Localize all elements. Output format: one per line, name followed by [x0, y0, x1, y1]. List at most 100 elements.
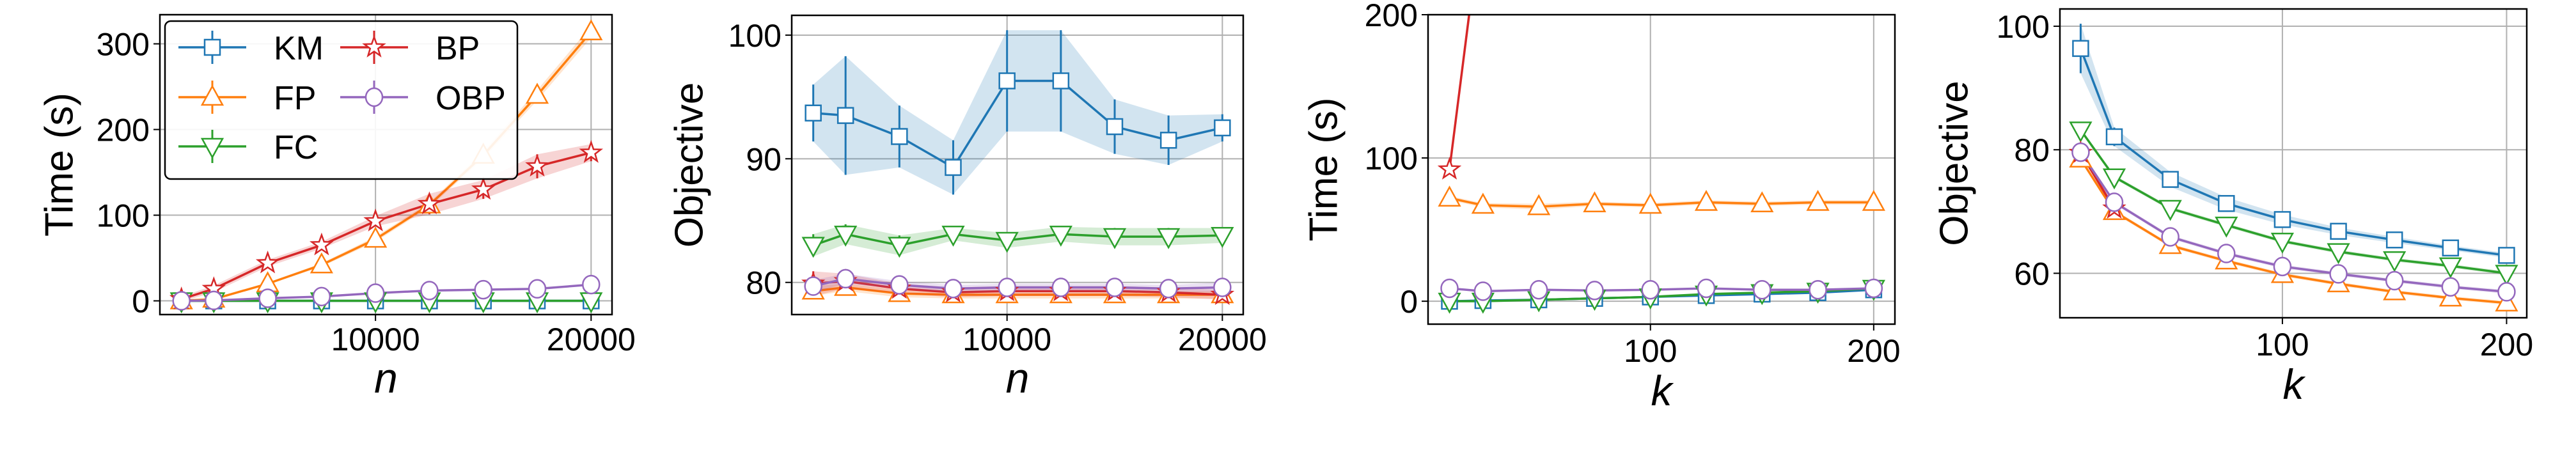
point-obp	[1753, 279, 1771, 300]
point-km	[2442, 239, 2460, 257]
point-km	[1159, 132, 1177, 149]
point-obp	[890, 275, 909, 295]
point-km	[891, 128, 908, 145]
point-obp	[366, 283, 385, 303]
y-tick-label: 80	[2014, 132, 2050, 168]
y-tick-label: 60	[2014, 256, 2050, 292]
point-obp	[2217, 244, 2236, 263]
legend: KM FP FC BP OBP	[164, 20, 519, 180]
x-axis-label: k	[2283, 361, 2306, 408]
point-obp	[836, 269, 855, 289]
point-bp	[310, 232, 334, 256]
point-km	[836, 107, 854, 124]
x-tick-label: 20000	[547, 322, 636, 357]
point-fc	[2383, 251, 2407, 272]
subplot-3: 100 200 0 100 200 k Time (s)	[1302, 0, 1901, 414]
point-obp	[2441, 277, 2460, 297]
point-fc	[2495, 265, 2518, 286]
point-obp	[1697, 278, 1716, 299]
legend-entry-obp: OBP	[340, 80, 506, 117]
point-obp	[1585, 281, 1604, 300]
point-fc	[801, 237, 825, 258]
point-obp	[2071, 142, 2090, 162]
point-obp	[1051, 277, 1071, 297]
legend-marker-obp-icon	[365, 87, 384, 107]
series-layer	[169, 19, 604, 314]
band-bp	[181, 144, 592, 302]
legend-label: FP	[274, 80, 316, 117]
series-layer	[2068, 24, 2518, 312]
point-fp	[1527, 194, 1551, 215]
axes-frame	[790, 14, 1245, 316]
point-obp	[944, 279, 962, 299]
x-tick-label: 200	[2480, 327, 2533, 363]
x-tick-label: 100	[1624, 333, 1677, 369]
point-obp	[1159, 279, 1178, 299]
point-km	[1052, 72, 1070, 90]
point-obp	[528, 279, 547, 299]
subplot-1: 10000 20000 0 100 200 300 n Time (s)	[38, 13, 636, 402]
point-obp	[1213, 277, 1232, 297]
x-tick-label: 100	[2256, 327, 2309, 363]
point-km	[2218, 195, 2235, 212]
point-fp	[1583, 191, 1606, 213]
line-fp	[2079, 158, 2507, 304]
point-obp	[420, 281, 439, 300]
y-tick-label: 100	[97, 198, 150, 234]
legend-marker-bp-icon	[362, 35, 386, 58]
point-obp	[1105, 277, 1124, 297]
point-obp	[2273, 256, 2292, 277]
legend-marker-fc-icon	[200, 137, 224, 159]
point-obp	[172, 291, 191, 311]
point-obp	[258, 288, 277, 308]
point-bp	[255, 250, 280, 274]
legend-entry-fc: FC	[178, 129, 318, 166]
point-obp	[474, 279, 492, 300]
point-fp	[364, 226, 388, 248]
point-bp	[1437, 157, 1462, 180]
y-tick-label: 300	[97, 27, 150, 63]
point-km	[2162, 171, 2179, 188]
legend-entry-km: KM	[178, 30, 324, 67]
point-km	[2072, 40, 2089, 58]
point-obp	[1440, 278, 1459, 299]
line-bp	[1448, 15, 1471, 170]
point-km	[805, 104, 822, 122]
point-fp	[1862, 189, 1885, 211]
x-axis-label: n	[374, 354, 398, 402]
y-tick-label: 100	[1997, 9, 2050, 45]
y-tick-label: 100	[1365, 141, 1418, 176]
y-axis-label: Objective	[668, 82, 712, 247]
point-obp	[1473, 281, 1493, 301]
point-fp	[1806, 189, 1830, 211]
y-tick-label: 200	[1365, 0, 1418, 33]
x-tick-label: 20000	[1178, 322, 1267, 357]
point-fc	[2327, 243, 2350, 265]
point-fc	[995, 231, 1019, 253]
point-fc	[1157, 228, 1181, 249]
point-obp	[2497, 282, 2516, 302]
point-fp	[310, 252, 333, 274]
x-axis-label: k	[1651, 367, 1674, 414]
legend-entry-bp: BP	[340, 30, 480, 67]
point-km	[2330, 222, 2347, 240]
point-obp	[312, 286, 331, 307]
series-layer	[801, 30, 1235, 306]
y-axis-label: Objective	[1933, 81, 1977, 246]
point-fc	[2215, 216, 2238, 238]
point-obp	[1529, 279, 1548, 300]
point-fc	[2439, 257, 2462, 279]
point-fc	[834, 226, 858, 247]
point-bp	[579, 139, 604, 163]
subplot-2: 10000 20000 80 90 100 n Objective	[668, 14, 1267, 402]
y-tick-label: 0	[132, 284, 150, 320]
point-bp	[417, 191, 442, 215]
point-km	[998, 72, 1016, 90]
point-fc	[2102, 168, 2126, 190]
point-fc	[1103, 228, 1127, 249]
point-obp	[582, 274, 601, 295]
point-obp	[2105, 192, 2124, 212]
legend-label: OBP	[436, 80, 506, 117]
